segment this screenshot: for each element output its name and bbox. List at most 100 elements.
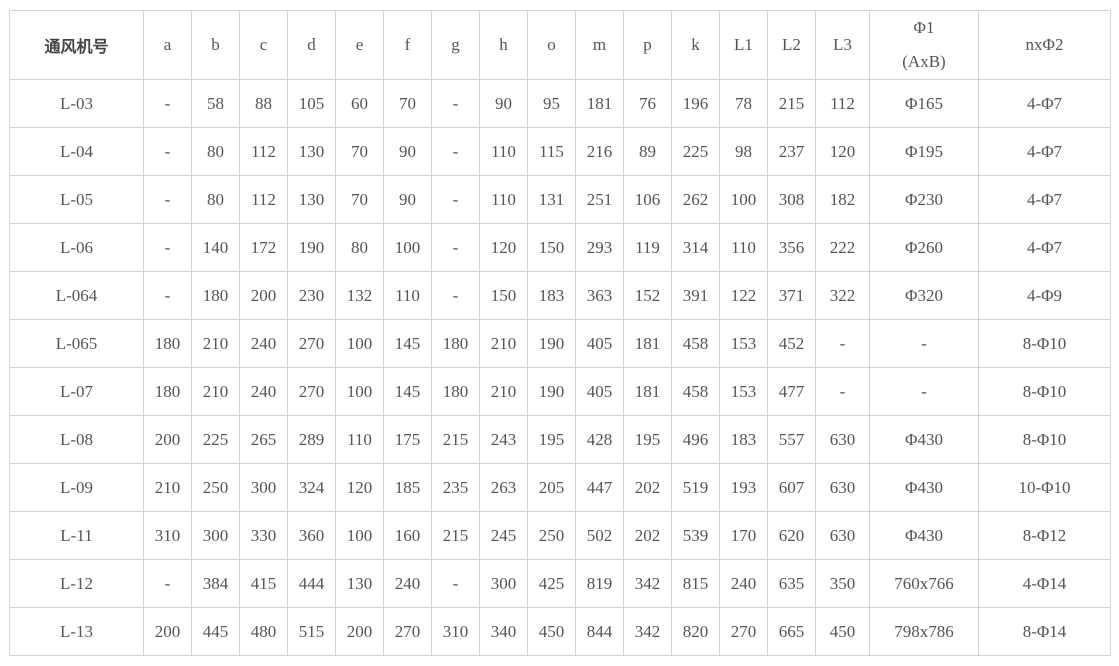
fan-model-cell: L-04 — [9, 127, 144, 176]
table-cell: 270 — [287, 319, 336, 368]
table-cell: 110 — [719, 223, 768, 272]
table-cell: 180 — [143, 319, 192, 368]
table-cell: 70 — [335, 175, 384, 224]
table-cell: - — [143, 559, 192, 608]
table-cell: 222 — [815, 223, 870, 272]
table-row: L-04-80 112 130 70 90-110 115 216 89 225 98 237 120… — [9, 127, 1111, 176]
table-cell: Φ230 — [869, 175, 979, 224]
table-row: L-08 200 225 265 289 110 175 215 243 195 428 195 496… — [9, 415, 1111, 464]
table-cell: 665 — [767, 607, 816, 656]
table-cell: 630 — [815, 511, 870, 560]
fan-model-cell: L-11 — [9, 511, 144, 560]
table-cell: 270 — [719, 607, 768, 656]
table-cell: 131 — [527, 175, 576, 224]
column-header: c — [239, 10, 288, 80]
table-cell: 215 — [767, 79, 816, 128]
table-cell: 195 — [527, 415, 576, 464]
table-cell: 190 — [287, 223, 336, 272]
table-cell: 4-Φ7 — [978, 127, 1111, 176]
column-header: o — [527, 10, 576, 80]
table-row: L-13 200 445 480 515 200 270 310 340 450 844 342 820… — [9, 607, 1111, 656]
table-cell: 250 — [527, 511, 576, 560]
table-cell: 120 — [335, 463, 384, 512]
table-cell: 384 — [191, 559, 240, 608]
table-cell: 4-Φ14 — [978, 559, 1111, 608]
column-header: nxΦ2 — [978, 10, 1111, 80]
fan-model-cell: L-06 — [9, 223, 144, 272]
table-cell: 110 — [479, 127, 528, 176]
table-cell: 270 — [383, 607, 432, 656]
column-header: b — [191, 10, 240, 80]
table-cell: 539 — [671, 511, 720, 560]
table-cell: 630 — [815, 463, 870, 512]
table-cell: 630 — [815, 415, 870, 464]
table-cell: 314 — [671, 223, 720, 272]
table-cell: 190 — [527, 319, 576, 368]
table-cell: 798x786 — [869, 607, 979, 656]
table-cell: 820 — [671, 607, 720, 656]
table-cell: 112 — [239, 127, 288, 176]
table-cell: 243 — [479, 415, 528, 464]
table-cell: 225 — [671, 127, 720, 176]
table-cell: 180 — [431, 319, 480, 368]
table-cell: Φ165 — [869, 79, 979, 128]
table-cell: 110 — [383, 271, 432, 320]
table-row: L-11 310 300 330 360 100 160 215 245 250 502 202 539… — [9, 511, 1111, 560]
table-cell: 60 — [335, 79, 384, 128]
table-cell: 819 — [575, 559, 624, 608]
table-cell: 607 — [767, 463, 816, 512]
table-cell: 308 — [767, 175, 816, 224]
table-cell: 215 — [431, 511, 480, 560]
table-cell: 844 — [575, 607, 624, 656]
table-cell: - — [143, 175, 192, 224]
table-cell: 110 — [335, 415, 384, 464]
table-cell: 8-Φ10 — [978, 415, 1111, 464]
table-cell: 240 — [239, 367, 288, 416]
table-cell: 89 — [623, 127, 672, 176]
table-cell: 200 — [335, 607, 384, 656]
table-cell: 363 — [575, 271, 624, 320]
table-cell: 300 — [479, 559, 528, 608]
table-cell: 110 — [479, 175, 528, 224]
table-cell: 502 — [575, 511, 624, 560]
column-header: h — [479, 10, 528, 80]
table-cell: 193 — [719, 463, 768, 512]
table-cell: - — [143, 223, 192, 272]
table-cell: 112 — [239, 175, 288, 224]
table-cell: Φ260 — [869, 223, 979, 272]
table-cell: 181 — [575, 79, 624, 128]
column-header: f — [383, 10, 432, 80]
table-cell: 210 — [191, 367, 240, 416]
table-cell: 356 — [767, 223, 816, 272]
table-cell: 200 — [239, 271, 288, 320]
column-header: e — [335, 10, 384, 80]
table-cell: 4-Φ7 — [978, 223, 1111, 272]
table-cell: 405 — [575, 319, 624, 368]
table-cell: - — [431, 559, 480, 608]
table-cell: 78 — [719, 79, 768, 128]
table-cell: 760x766 — [869, 559, 979, 608]
column-header: k — [671, 10, 720, 80]
table-cell: 251 — [575, 175, 624, 224]
table-cell: 496 — [671, 415, 720, 464]
table-cell: 515 — [287, 607, 336, 656]
table-cell: 4-Φ9 — [978, 271, 1111, 320]
table-cell: 262 — [671, 175, 720, 224]
column-header: p — [623, 10, 672, 80]
table-cell: 172 — [239, 223, 288, 272]
table-row: L-065 180 210 240 270 100 145 180 210 190 405 181 45… — [9, 319, 1111, 368]
table-cell: 444 — [287, 559, 336, 608]
table-cell: 458 — [671, 319, 720, 368]
table-cell: 150 — [527, 223, 576, 272]
column-header: L1 — [719, 10, 768, 80]
table-cell: - — [869, 319, 979, 368]
table-cell: 340 — [479, 607, 528, 656]
column-header: L2 — [767, 10, 816, 80]
table-cell: 175 — [383, 415, 432, 464]
table-cell: 450 — [527, 607, 576, 656]
table-cell: 200 — [143, 415, 192, 464]
table-cell: 120 — [479, 223, 528, 272]
table-cell: 88 — [239, 79, 288, 128]
table-cell: 210 — [479, 367, 528, 416]
table-cell: 342 — [623, 607, 672, 656]
